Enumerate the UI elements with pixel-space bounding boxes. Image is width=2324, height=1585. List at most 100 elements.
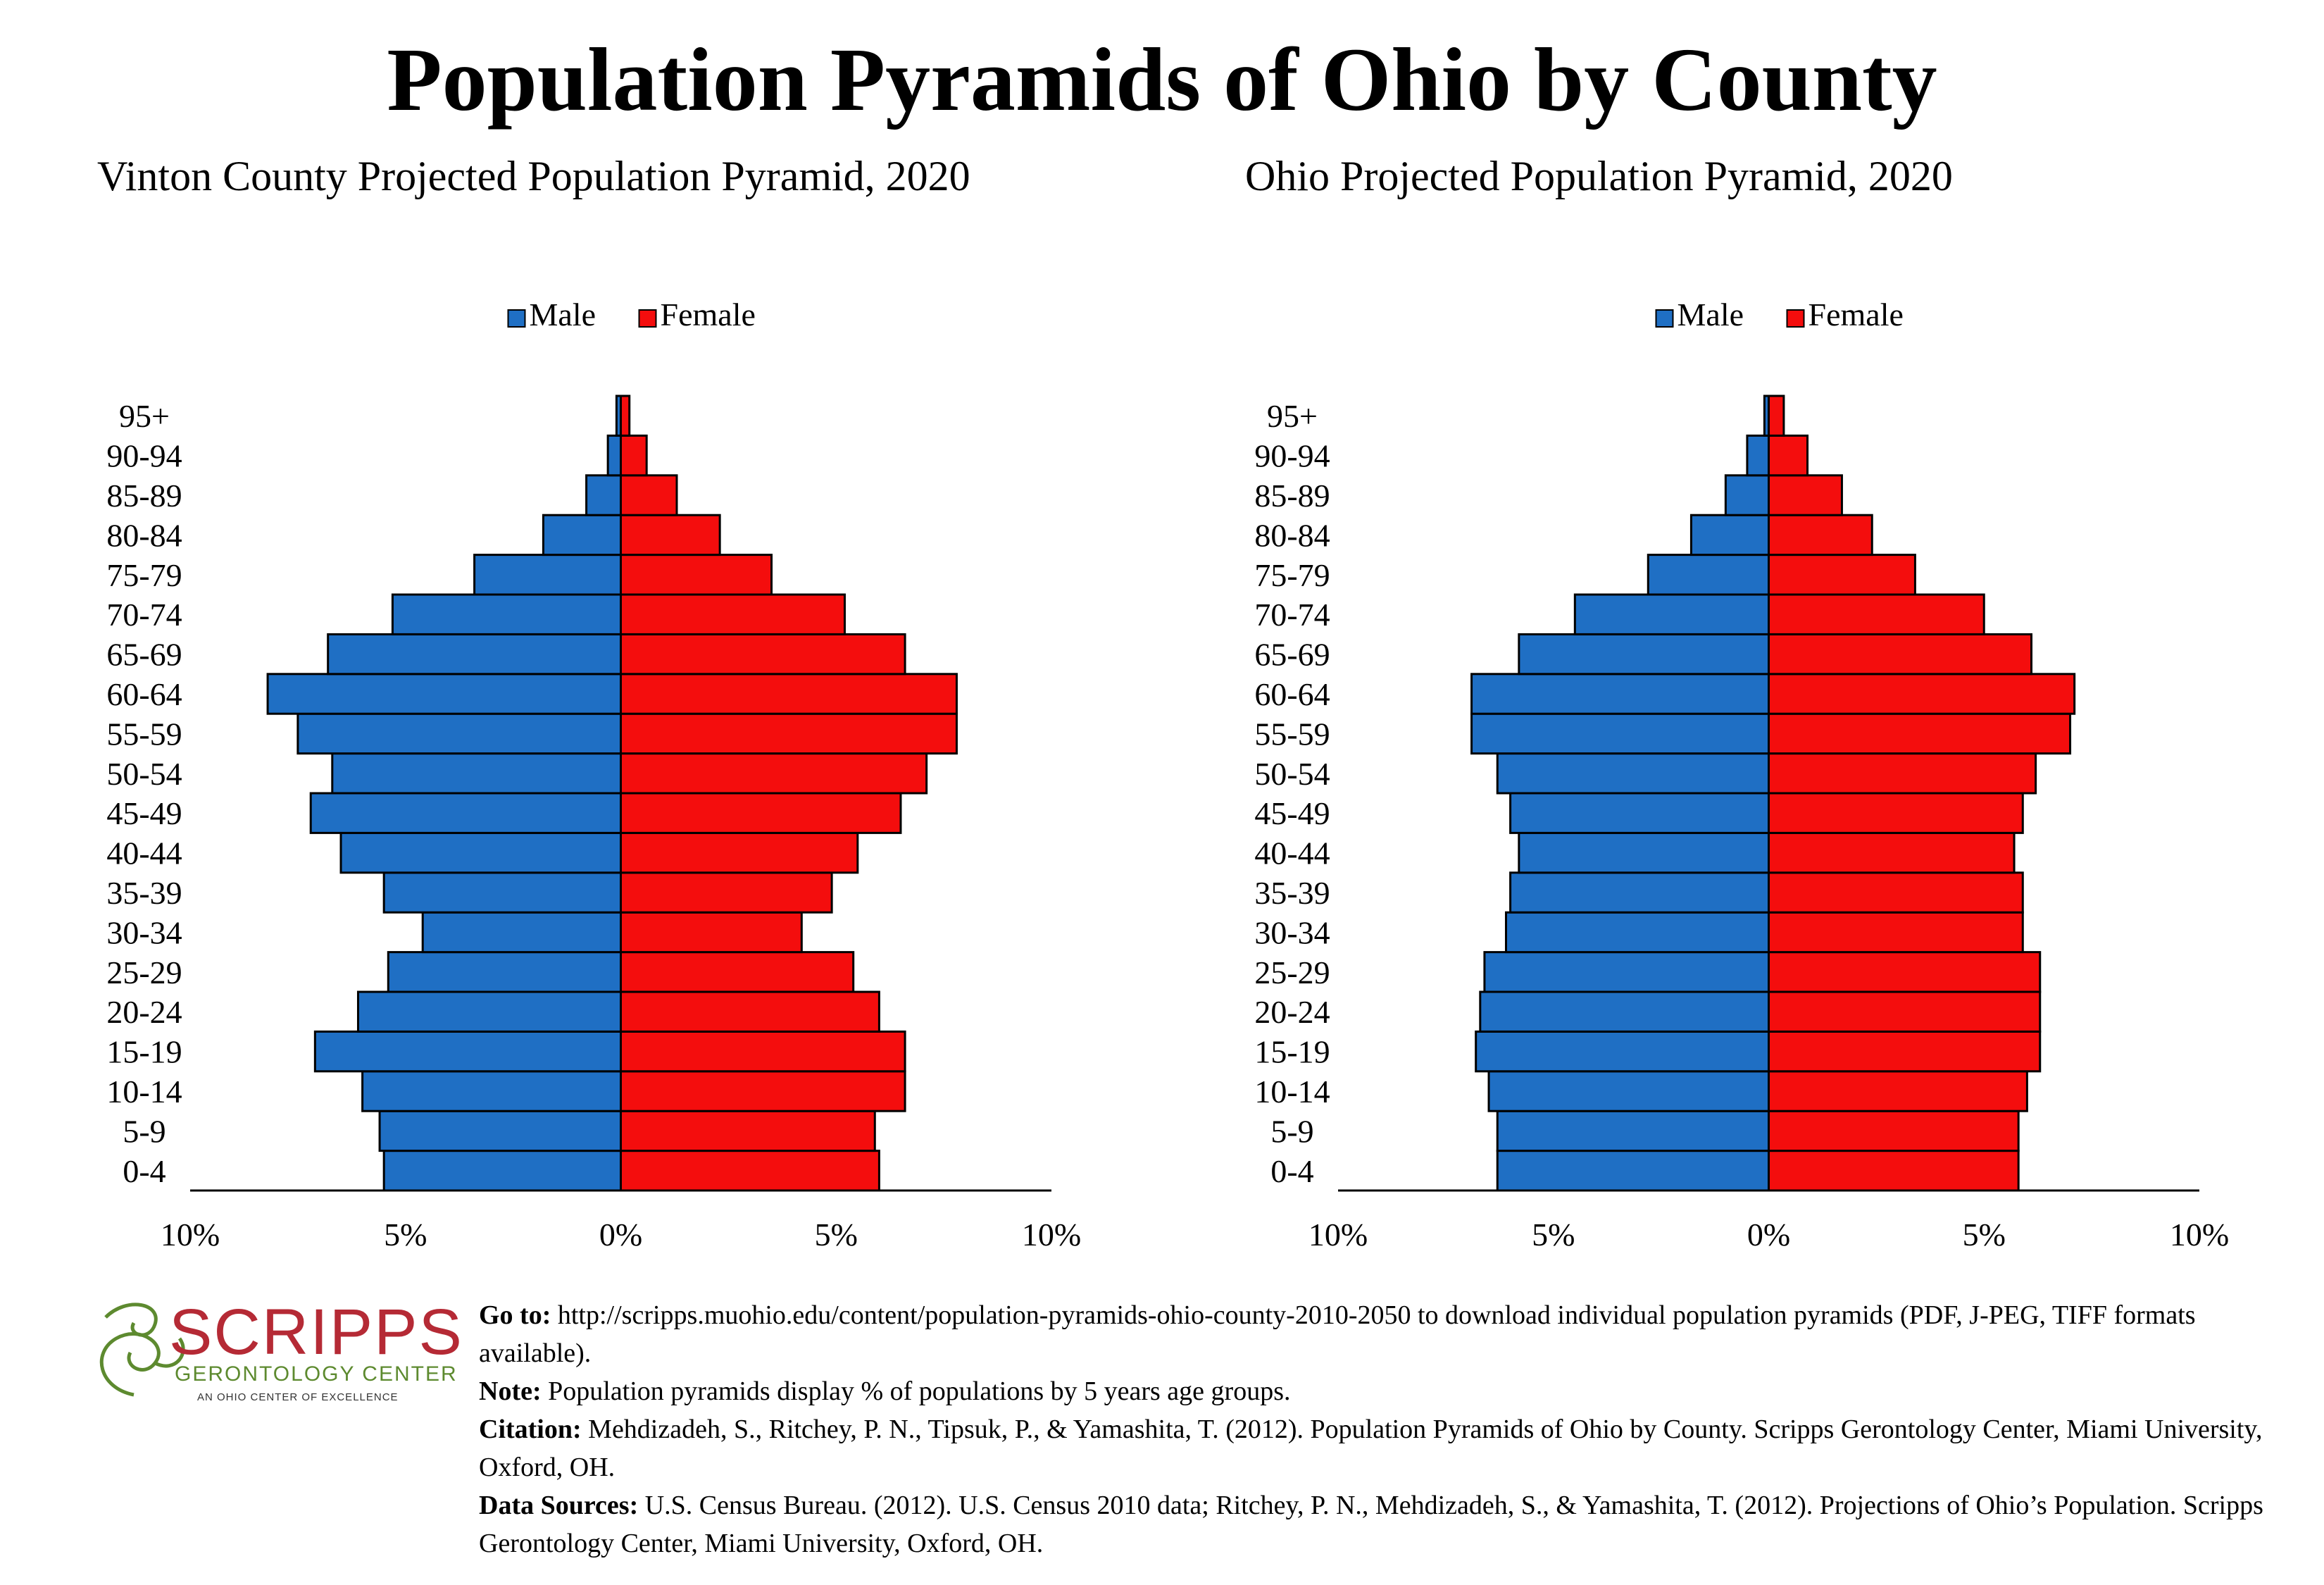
y-tick-label: 5-9 <box>1270 1113 1313 1149</box>
chart-title: Ohio Projected Population Pyramid, 2020 <box>1245 153 1953 199</box>
bar-female-45-49 <box>620 792 902 834</box>
y-tick-label: 20-24 <box>1254 994 1330 1030</box>
bar-male-5-9 <box>1496 1110 1770 1152</box>
y-tick-label: 95+ <box>1267 398 1318 434</box>
bar-female-70-74 <box>620 593 846 635</box>
y-tick-label: 80-84 <box>106 517 182 553</box>
legend-swatch-male <box>507 309 526 328</box>
bar-female-55-59 <box>1768 712 2072 755</box>
bar-female-85-89 <box>1768 474 1843 516</box>
x-tick-label: 10% <box>2170 1217 2229 1253</box>
legend-label-female: Female <box>661 297 756 332</box>
legend-label-female: Female <box>1808 297 1904 332</box>
y-tick-label: 75-79 <box>106 557 182 593</box>
bar-female-60-64 <box>620 673 958 715</box>
bar-female-85-89 <box>620 474 678 516</box>
bar-male-30-34 <box>1504 911 1770 954</box>
y-tick-label: 5-9 <box>123 1113 165 1149</box>
bar-male-30-34 <box>421 911 623 954</box>
bar-female-25-29 <box>620 951 855 993</box>
goto-url-text[interactable]: http://scripps.muohio.edu/content/popula… <box>479 1300 2196 1368</box>
citation-label: Citation: <box>479 1415 582 1444</box>
y-tick-label: 35-39 <box>1254 875 1330 911</box>
y-tick-label: 60-64 <box>1254 676 1330 712</box>
y-tick-label: 95+ <box>119 398 170 434</box>
x-tick-label: 0% <box>1747 1217 1790 1253</box>
logo-line2: GERONTOLOGY CENTER <box>175 1362 458 1386</box>
y-tick-label: 90-94 <box>106 438 182 474</box>
y-tick-label: 15-19 <box>1254 1034 1330 1070</box>
bar-female-0-4 <box>620 1150 880 1192</box>
bar-male-5-9 <box>378 1110 622 1152</box>
bar-female-65-69 <box>1768 633 2033 676</box>
bar-male-20-24 <box>1479 990 1770 1033</box>
bar-male-25-29 <box>1483 951 1770 993</box>
bar-male-45-49 <box>1509 792 1770 834</box>
legend-swatch-female <box>638 309 657 328</box>
bar-female-80-84 <box>620 514 721 557</box>
legend-label-male: Male <box>530 297 596 332</box>
note-goto: Go to: http://scripps.muohio.edu/content… <box>479 1296 2310 1372</box>
y-tick-label: 60-64 <box>106 676 182 712</box>
bar-female-20-24 <box>620 990 880 1033</box>
notes-block: Go to: http://scripps.muohio.edu/content… <box>479 1296 2310 1562</box>
x-tick-label: 10% <box>1022 1217 1081 1253</box>
bar-female-15-19 <box>620 1030 906 1073</box>
pyramid-chart-ohio: Ohio Projected Population Pyramid, 2020 M… <box>1148 134 2310 1275</box>
y-tick-label: 0-4 <box>1270 1153 1313 1189</box>
y-tick-label: 35-39 <box>106 875 182 911</box>
bar-male-80-84 <box>1689 514 1770 557</box>
y-tick-label: 50-54 <box>1254 756 1330 792</box>
note-sources: Data Sources: U.S. Census Bureau. (2012)… <box>479 1486 2310 1562</box>
bar-male-70-74 <box>391 593 623 635</box>
bar-female-35-39 <box>1768 871 2024 914</box>
bar-female-35-39 <box>620 871 833 914</box>
bar-female-25-29 <box>1768 951 2042 993</box>
y-tick-label: 30-34 <box>1254 914 1330 950</box>
x-tick-label: 10% <box>1308 1217 1368 1253</box>
y-tick-label: 55-59 <box>1254 716 1330 752</box>
bar-male-65-69 <box>327 633 622 676</box>
x-tick-label: 5% <box>1963 1217 2006 1253</box>
bar-female-45-49 <box>1768 792 2024 834</box>
y-tick-label: 85-89 <box>106 478 182 514</box>
bar-male-10-14 <box>361 1070 622 1112</box>
goto-label: Go to: <box>479 1300 551 1330</box>
bar-male-90-94 <box>1746 434 1770 477</box>
note-text: Population pyramids display % of populat… <box>548 1376 1291 1406</box>
bar-male-20-24 <box>356 990 622 1033</box>
bar-female-95+ <box>620 394 631 437</box>
bar-male-55-59 <box>296 712 622 755</box>
note-citation: Citation: Mehdizadeh, S., Ritchey, P. N.… <box>479 1410 2310 1486</box>
bar-female-30-34 <box>620 911 803 954</box>
bar-female-65-69 <box>620 633 906 676</box>
pyramid-svg-ohio: Ohio Projected Population Pyramid, 2020 M… <box>1245 153 2229 1253</box>
x-tick-label: 0% <box>599 1217 642 1253</box>
logo-svg: SCRIPPS GERONTOLOGY CENTER AN OHIO CENTE… <box>99 1296 462 1403</box>
y-tick-label: 75-79 <box>1254 557 1330 593</box>
page-title: Population Pyramids of Ohio by County <box>387 30 1937 130</box>
bar-female-10-14 <box>1768 1070 2028 1112</box>
legend: Male Female <box>1655 297 1904 332</box>
bar-male-70-74 <box>1573 593 1770 635</box>
bar-female-5-9 <box>620 1110 876 1152</box>
bar-female-10-14 <box>620 1070 906 1112</box>
x-tick-label: 5% <box>1532 1217 1575 1253</box>
y-tick-label: 10-14 <box>1254 1074 1330 1110</box>
y-tick-label: 40-44 <box>106 835 182 871</box>
y-tick-label: 0-4 <box>123 1153 165 1189</box>
bar-male-85-89 <box>585 474 623 516</box>
bar-female-50-54 <box>620 752 928 795</box>
scripps-logo: SCRIPPS GERONTOLOGY CENTER AN OHIO CENTE… <box>85 1289 465 1409</box>
bar-male-0-4 <box>1496 1150 1770 1192</box>
bar-male-15-19 <box>313 1030 622 1073</box>
bar-male-35-39 <box>382 871 622 914</box>
bar-male-50-54 <box>331 752 622 795</box>
bar-female-60-64 <box>1768 673 2076 715</box>
bar-male-25-29 <box>387 951 622 993</box>
logo-line3: AN OHIO CENTER OF EXCELLENCE <box>197 1391 399 1403</box>
bar-male-65-69 <box>1518 633 1770 676</box>
y-tick-label: 50-54 <box>106 756 182 792</box>
y-tick-label: 65-69 <box>106 637 182 673</box>
note-note: Note: Population pyramids display % of p… <box>479 1372 2310 1410</box>
